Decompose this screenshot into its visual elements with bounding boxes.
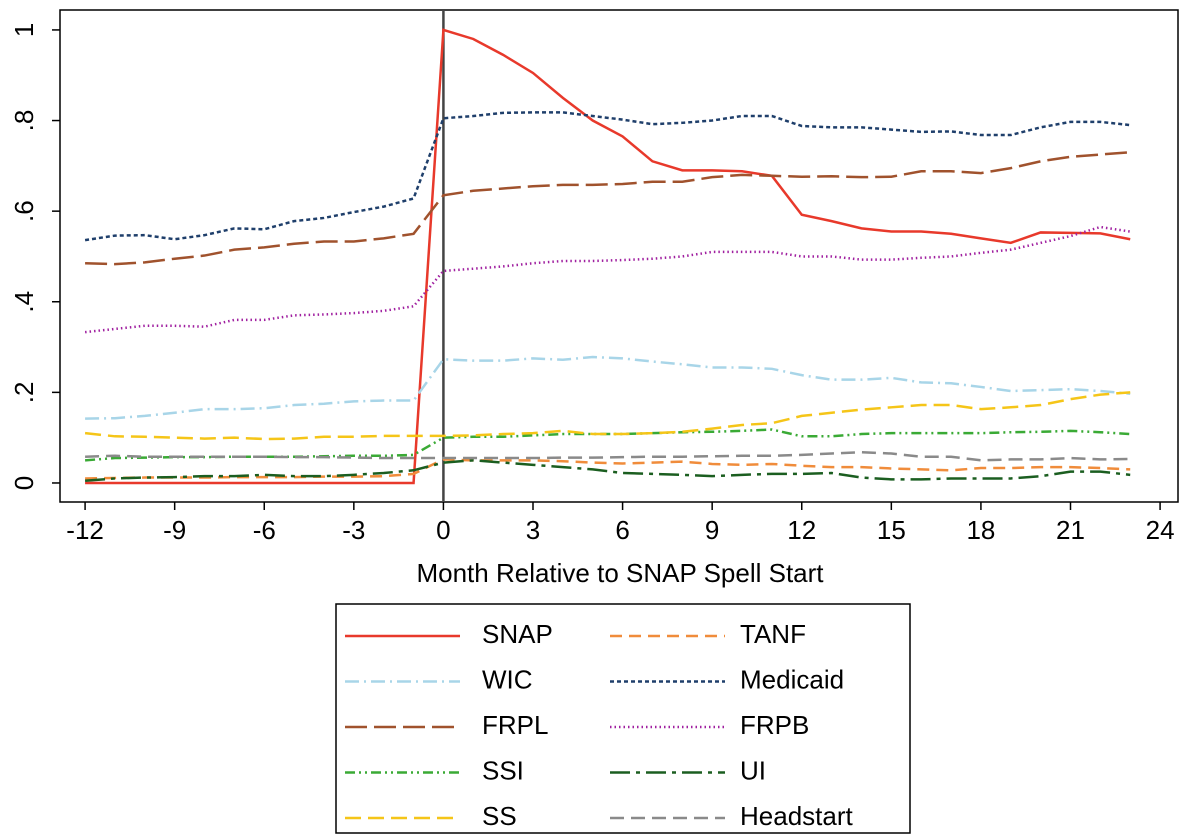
y-tick-label: .4 (9, 291, 39, 313)
series-line (85, 355, 1131, 420)
series-line (84, 225, 1131, 334)
x-axis-label: Month Relative to SNAP Spell Start (416, 558, 824, 588)
x-tick-label: 21 (1056, 515, 1085, 545)
y-tick-label: 1 (9, 23, 39, 37)
x-tick-label: 12 (787, 515, 816, 545)
y-tick-label: .2 (9, 382, 39, 404)
legend-box (335, 603, 911, 834)
legend-label: SSI (482, 755, 524, 785)
x-tick-label: -6 (253, 515, 276, 545)
x-tick-label: 0 (436, 515, 450, 545)
x-tick-label: 15 (877, 515, 906, 545)
legend-label: FRPL (482, 710, 548, 740)
x-tick-label: 6 (615, 515, 629, 545)
plot-frame (59, 9, 1179, 503)
x-tick-label: 24 (1146, 515, 1175, 545)
legend-label: SS (482, 801, 517, 831)
series-line (85, 458, 1131, 480)
series-line (85, 151, 1131, 266)
legend-label: TANF (740, 619, 806, 649)
x-tick-label: 3 (526, 515, 540, 545)
x-tick-label: -3 (342, 515, 365, 545)
legend-label: Medicaid (740, 664, 844, 694)
series-line (84, 459, 1131, 482)
series-line (85, 28, 1131, 485)
series-line (84, 428, 1131, 462)
x-tick-label: -12 (66, 515, 104, 545)
y-tick-label: .6 (9, 200, 39, 222)
legend-label: FRPB (740, 710, 809, 740)
y-tick-label: 0 (9, 476, 39, 490)
series-line (84, 391, 1131, 441)
x-tick-label: 18 (966, 515, 995, 545)
series-line (84, 111, 1131, 242)
legend-label: WIC (482, 664, 533, 694)
y-tick-label: .8 (9, 110, 39, 132)
series-line (85, 450, 1131, 462)
legend-label: UI (740, 755, 766, 785)
x-tick-label: -9 (163, 515, 186, 545)
legend-label: Headstart (740, 801, 853, 831)
legend-label: SNAP (482, 619, 553, 649)
x-tick-label: 9 (705, 515, 719, 545)
